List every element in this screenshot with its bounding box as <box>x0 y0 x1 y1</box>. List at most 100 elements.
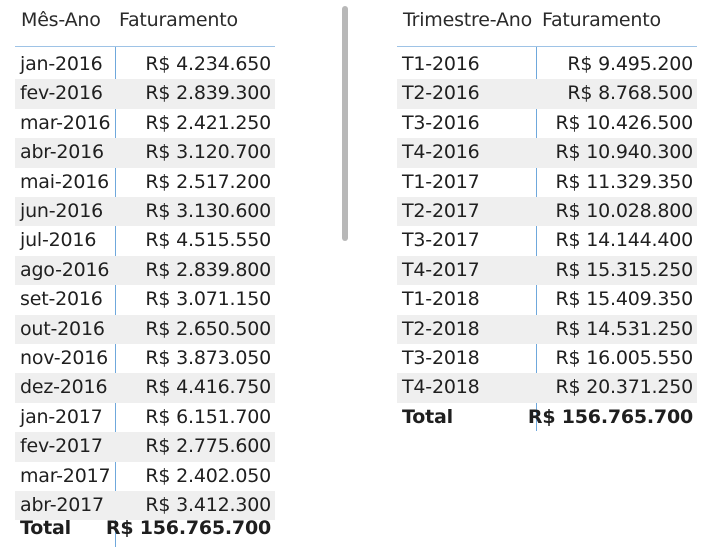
table-row[interactable]: T3-2016 R$ 10.426.500 <box>397 109 697 138</box>
month-label: mar-2016 <box>20 111 111 134</box>
total-value: R$ 156.765.700 <box>105 517 271 540</box>
total-label: Total <box>402 405 453 428</box>
month-label: set-2016 <box>20 288 103 311</box>
table-row[interactable]: mai-2016 R$ 2.517.200 <box>15 168 275 197</box>
monthly-revenue-table: Mês-Ano Faturamento jan-2016 R$ 4.234.650… <box>15 0 275 551</box>
month-label: ago-2016 <box>20 258 110 281</box>
revenue-value: R$ 10.028.800 <box>555 200 693 222</box>
revenue-value: R$ 2.839.800 <box>145 258 271 281</box>
table-row[interactable]: T2-2016 R$ 8.768.500 <box>397 79 697 109</box>
month-label: mai-2016 <box>20 170 110 193</box>
table-total-row[interactable]: Total R$ 156.765.700 <box>397 403 697 432</box>
revenue-value: R$ 2.421.250 <box>145 111 271 134</box>
column-divider <box>115 47 116 547</box>
month-label: jul-2016 <box>20 229 97 252</box>
month-label: out-2016 <box>20 317 105 340</box>
table-row[interactable]: jan-2017 R$ 6.151.700 <box>15 403 275 432</box>
revenue-value: R$ 2.402.050 <box>145 464 271 487</box>
table-row[interactable]: T1-2018 R$ 15.409.350 <box>397 285 697 314</box>
revenue-value: R$ 2.650.500 <box>145 317 271 340</box>
quarter-label: T1-2018 <box>402 288 480 311</box>
table-row[interactable]: T4-2017 R$ 15.315.250 <box>397 255 697 286</box>
revenue-value: R$ 4.416.750 <box>145 376 271 399</box>
vertical-scrollbar-thumb[interactable] <box>342 6 348 241</box>
table-row[interactable]: T2-2017 R$ 10.028.800 <box>397 197 697 227</box>
quarter-label: T2-2017 <box>402 200 480 222</box>
revenue-value: R$ 11.329.350 <box>555 170 693 193</box>
table-row[interactable]: nov-2016 R$ 3.873.050 <box>15 344 275 373</box>
table-row[interactable]: jul-2016 R$ 4.515.550 <box>15 226 275 255</box>
month-label: mar-2017 <box>20 464 111 487</box>
quarter-label: T3-2017 <box>402 229 480 252</box>
revenue-value: R$ 9.495.200 <box>567 53 693 75</box>
quarter-label: T2-2018 <box>402 317 480 340</box>
column-header-revenue[interactable]: Faturamento <box>542 9 661 31</box>
month-label: nov-2016 <box>20 347 109 369</box>
column-header-month[interactable]: Mês-Ano <box>21 9 101 31</box>
quarter-label: T3-2016 <box>402 111 480 134</box>
table-row[interactable]: T3-2017 R$ 14.144.400 <box>397 226 697 255</box>
revenue-value: R$ 3.130.600 <box>145 200 271 222</box>
quarter-label: T4-2017 <box>402 258 480 281</box>
quarter-label: T1-2016 <box>402 53 480 75</box>
table-row[interactable]: jan-2016 R$ 4.234.650 <box>15 50 275 79</box>
month-label: fev-2017 <box>20 435 103 458</box>
table-row[interactable]: T1-2017 R$ 11.329.350 <box>397 168 697 197</box>
revenue-value: R$ 3.873.050 <box>145 347 271 369</box>
month-label: abr-2017 <box>20 494 104 516</box>
table-header: Mês-Ano Faturamento <box>15 0 275 47</box>
column-header-revenue[interactable]: Faturamento <box>119 9 238 31</box>
revenue-value: R$ 15.315.250 <box>555 258 693 281</box>
revenue-value: R$ 14.144.400 <box>555 229 693 252</box>
revenue-value: R$ 14.531.250 <box>555 317 693 340</box>
revenue-value: R$ 16.005.550 <box>555 347 693 369</box>
revenue-value: R$ 10.426.500 <box>555 111 693 134</box>
revenue-value: R$ 4.515.550 <box>145 229 271 252</box>
table-row[interactable]: out-2016 R$ 2.650.500 <box>15 314 275 344</box>
revenue-value: R$ 2.775.600 <box>145 435 271 458</box>
revenue-value: R$ 10.940.300 <box>555 141 693 164</box>
quarterly-revenue-table: Trimestre-Ano Faturamento T1-2016 R$ 9.49… <box>397 0 697 440</box>
table-row[interactable]: T1-2016 R$ 9.495.200 <box>397 50 697 79</box>
revenue-value: R$ 2.839.300 <box>145 82 271 105</box>
table-row[interactable]: jun-2016 R$ 3.130.600 <box>15 197 275 227</box>
revenue-value: R$ 3.071.150 <box>145 288 271 311</box>
table-header: Trimestre-Ano Faturamento <box>397 0 697 47</box>
table-row[interactable]: dez-2016 R$ 4.416.750 <box>15 373 275 403</box>
column-header-quarter[interactable]: Trimestre-Ano <box>403 9 533 31</box>
table-row[interactable]: fev-2016 R$ 2.839.300 <box>15 79 275 109</box>
table-row[interactable]: mar-2016 R$ 2.421.250 <box>15 109 275 138</box>
table-total-row[interactable]: Total R$ 156.765.700 <box>15 514 275 543</box>
month-label: jun-2016 <box>20 200 103 222</box>
revenue-value: R$ 6.151.700 <box>145 405 271 428</box>
table-row[interactable]: fev-2017 R$ 2.775.600 <box>15 432 275 462</box>
quarter-label: T4-2016 <box>402 141 480 164</box>
quarter-label: T2-2016 <box>402 82 480 105</box>
quarter-label: T4-2018 <box>402 376 480 399</box>
table-row[interactable]: T3-2018 R$ 16.005.550 <box>397 344 697 373</box>
table-row[interactable]: mar-2017 R$ 2.402.050 <box>15 462 275 491</box>
revenue-value: R$ 2.517.200 <box>145 170 271 193</box>
month-label: fev-2016 <box>20 82 103 105</box>
table-row[interactable]: T4-2018 R$ 20.371.250 <box>397 373 697 403</box>
table-row[interactable]: ago-2016 R$ 2.839.800 <box>15 255 275 286</box>
revenue-value: R$ 8.768.500 <box>567 82 693 105</box>
quarter-label: T3-2018 <box>402 347 480 369</box>
revenue-value: R$ 20.371.250 <box>555 376 693 399</box>
month-label: dez-2016 <box>20 376 108 399</box>
table-row[interactable]: abr-2017 R$ 3.412.300 <box>15 491 275 521</box>
month-label: jan-2016 <box>20 53 103 75</box>
table-row[interactable]: T4-2016 R$ 10.940.300 <box>397 138 697 168</box>
total-label: Total <box>20 517 71 540</box>
quarter-label: T1-2017 <box>402 170 480 193</box>
month-label: abr-2016 <box>20 141 104 164</box>
revenue-value: R$ 4.234.650 <box>145 53 271 75</box>
table-row[interactable]: abr-2016 R$ 3.120.700 <box>15 138 275 168</box>
revenue-value: R$ 15.409.350 <box>555 288 693 311</box>
month-label: jan-2017 <box>20 405 103 428</box>
table-row[interactable]: set-2016 R$ 3.071.150 <box>15 285 275 314</box>
table-row[interactable]: T2-2018 R$ 14.531.250 <box>397 314 697 344</box>
total-value: R$ 156.765.700 <box>527 405 693 428</box>
revenue-value: R$ 3.412.300 <box>145 494 271 516</box>
revenue-value: R$ 3.120.700 <box>145 141 271 164</box>
